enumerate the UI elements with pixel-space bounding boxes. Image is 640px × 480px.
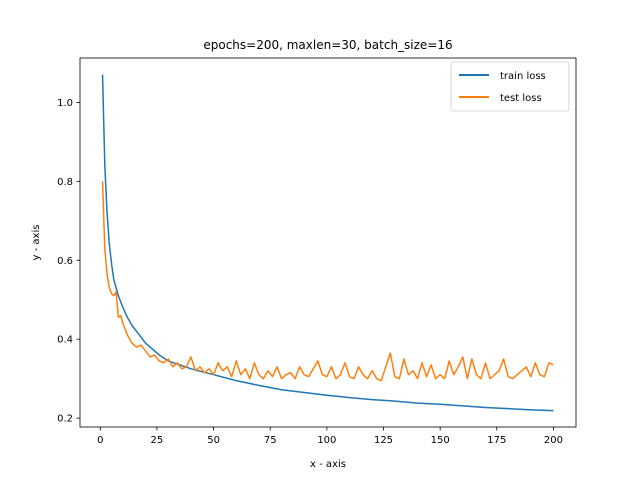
axes-frame xyxy=(79,57,577,428)
y-tick-label: 0.4 xyxy=(57,335,73,346)
legend: train loss test loss xyxy=(450,61,570,112)
y-tick-label: 1.0 xyxy=(57,98,73,109)
x-tick-label: 150 xyxy=(431,435,450,446)
x-tick-label: 100 xyxy=(317,435,336,446)
x-tick-label: 75 xyxy=(264,435,277,446)
series-line-test-loss xyxy=(101,181,554,382)
y-tick-label: 0.6 xyxy=(57,256,73,267)
y-tick-label: 0.8 xyxy=(57,177,73,188)
x-tick-label: 200 xyxy=(544,435,563,446)
x-tick-label: 125 xyxy=(374,435,393,446)
x-tick-label: 0 xyxy=(97,435,103,446)
legend-label-test-loss: test loss xyxy=(500,93,542,104)
x-tick-label: 175 xyxy=(487,435,506,446)
chart-title: epochs=200, maxlen=30, batch_size=16 xyxy=(203,38,452,52)
y-tick-label: 0.2 xyxy=(57,414,73,425)
y-axis-ticks: 0.2 0.4 0.6 0.8 1.0 xyxy=(57,98,80,425)
series-group xyxy=(101,74,554,412)
x-tick-label: 25 xyxy=(151,435,164,446)
x-tick-label: 50 xyxy=(207,435,220,446)
y-axis-label: y - axis xyxy=(31,225,42,261)
x-axis-ticks: 0 25 50 75 100 125 150 175 200 xyxy=(97,427,563,446)
plot-area: 0 25 50 75 100 125 150 175 200 0.2 0.4 0.6 0.8 1.0 xyxy=(57,57,577,446)
x-axis-label: x - axis xyxy=(310,459,346,470)
legend-label-train-loss: train loss xyxy=(500,71,546,82)
